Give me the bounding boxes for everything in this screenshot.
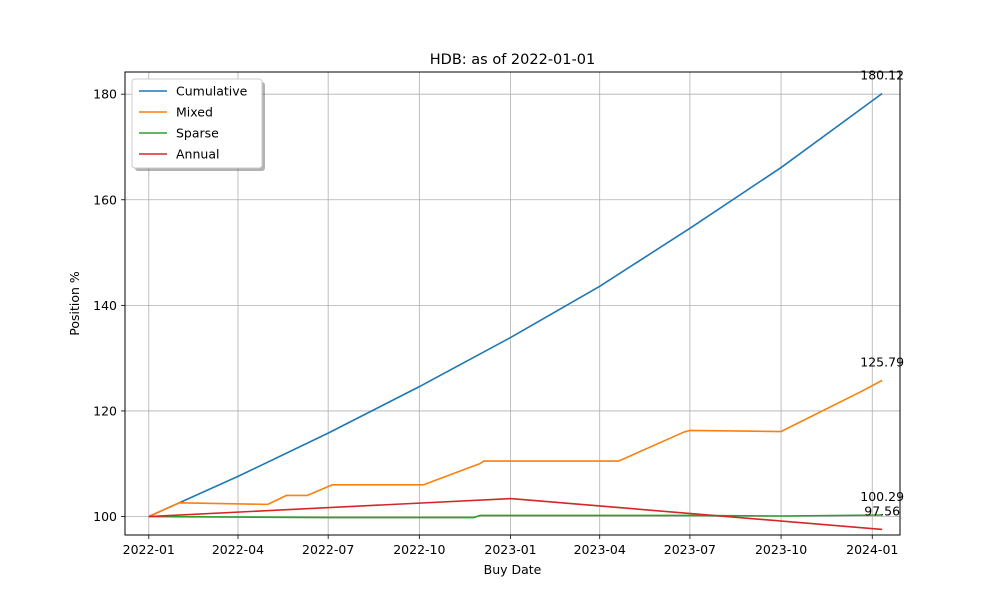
x-tick-label: 2022-01 [123,542,175,557]
legend-label-cumulative: Cumulative [176,84,248,99]
annotation-label: 180.12 [860,68,904,83]
x-axis-label: Buy Date [484,562,542,577]
x-tick-label: 2023-04 [574,542,626,557]
annotation-label: 125.79 [860,354,904,369]
annotation-label: 97.56 [864,503,900,518]
y-tick-label: 100 [93,509,117,524]
y-tick-label: 140 [93,298,117,313]
series-lines [148,92,883,531]
x-tick-label: 2024-01 [846,542,898,557]
x-tick-label: 2022-07 [302,542,354,557]
y-axis-label: Position % [67,271,82,336]
chart-title: HDB: as of 2022-01-01 [430,52,595,68]
legend-box [131,78,263,169]
x-tick-label: 2023-01 [484,542,536,557]
series-line-sparse [148,514,883,519]
legend: Cumulative Mixed Sparse Annual [131,78,265,171]
x-tick-label: 2023-10 [755,542,807,557]
series-line-mixed [148,379,883,518]
y-tick-label: 180 [93,87,117,102]
x-tick-label: 2022-10 [393,542,445,557]
y-tick-label: 120 [93,403,117,418]
annotation-label: 100.29 [860,489,904,504]
legend-entries: Cumulative Mixed Sparse Annual [139,84,248,162]
y-tick-label: 160 [93,192,117,207]
series-line-annual [148,497,883,531]
y-axis-ticks: 100 120 140 160 180 [93,87,125,524]
legend-label-sparse: Sparse [176,126,219,141]
x-tick-label: 2022-04 [212,542,264,557]
series-line-cumulative [148,92,883,518]
legend-label-annual: Annual [176,147,219,162]
x-tick-label: 2023-07 [664,542,716,557]
x-axis-ticks: 2022-01 2022-04 2022-07 2022-10 2023-01 2023-… [123,535,898,557]
plot-frame [124,71,901,536]
legend-label-mixed: Mixed [176,105,213,120]
